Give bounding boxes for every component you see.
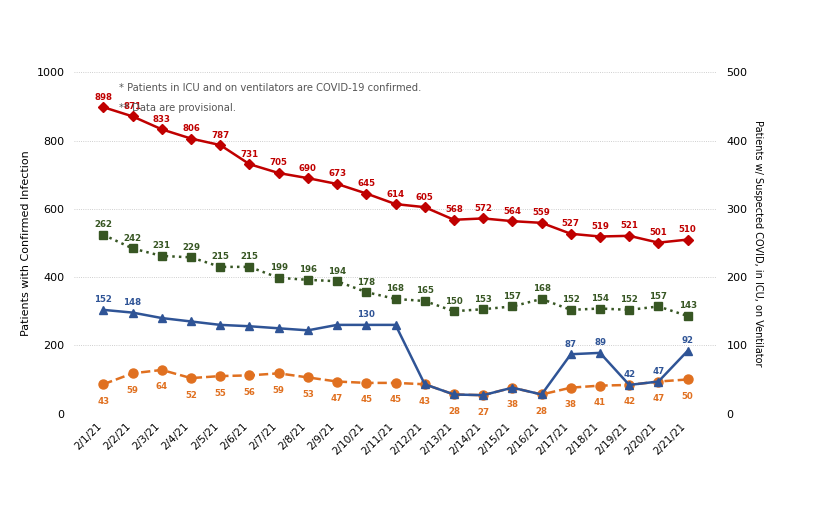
Text: 64: 64 (156, 383, 168, 391)
Text: 47: 47 (331, 394, 344, 403)
Text: 38: 38 (564, 400, 577, 409)
Text: 27: 27 (477, 408, 489, 417)
Text: 215: 215 (241, 252, 259, 261)
Text: 154: 154 (591, 294, 609, 303)
Text: 262: 262 (95, 220, 112, 229)
Text: 568: 568 (445, 205, 463, 214)
Text: 168: 168 (386, 284, 405, 293)
Text: 199: 199 (269, 263, 288, 272)
Text: 53: 53 (302, 390, 314, 399)
Y-axis label: Patients with Confirmed Infection: Patients with Confirmed Infection (21, 150, 30, 336)
Text: 559: 559 (533, 208, 550, 217)
Text: 572: 572 (474, 204, 492, 213)
Text: 690: 690 (299, 163, 316, 173)
Text: 92: 92 (681, 336, 694, 345)
Text: 157: 157 (503, 292, 522, 301)
Text: COVID-19 Hospitalizations Reported by MS Hospitals, 2/1/21-2/21/21 *,**: COVID-19 Hospitalizations Reported by MS… (8, 10, 577, 24)
Text: 152: 152 (620, 295, 638, 305)
Text: 510: 510 (679, 225, 696, 234)
Text: 215: 215 (211, 252, 229, 261)
Text: 731: 731 (241, 149, 259, 159)
Text: 41: 41 (594, 398, 606, 407)
Text: 705: 705 (269, 159, 288, 168)
Text: 42: 42 (623, 370, 635, 379)
Text: 89: 89 (594, 338, 606, 347)
Text: 143: 143 (679, 301, 697, 310)
Text: 152: 152 (95, 295, 112, 305)
Text: 178: 178 (358, 278, 376, 286)
Text: 645: 645 (358, 179, 375, 188)
Text: 168: 168 (532, 284, 550, 293)
Text: 157: 157 (649, 292, 667, 301)
Text: 59: 59 (273, 386, 284, 395)
Text: 43: 43 (419, 397, 431, 406)
Text: 56: 56 (244, 388, 255, 397)
Y-axis label: Patients w/ Suspected COVID, in ICU, on Ventilator: Patients w/ Suspected COVID, in ICU, on … (753, 120, 763, 366)
Text: 833: 833 (152, 115, 171, 124)
Text: 787: 787 (211, 130, 229, 140)
Text: 148: 148 (124, 298, 142, 307)
Text: 130: 130 (358, 310, 375, 320)
Text: 527: 527 (562, 219, 580, 228)
Text: * Patients in ICU and on ventilators are COVID-19 confirmed.: * Patients in ICU and on ventilators are… (119, 83, 422, 93)
Text: 42: 42 (623, 398, 635, 406)
Legend: Patients with Confirmed Infection, Patients with Suspected Infection, Patients i: Patients with Confirmed Infection, Patie… (23, 0, 768, 1)
Text: 28: 28 (536, 407, 548, 416)
Text: 898: 898 (95, 93, 112, 102)
Text: 38: 38 (507, 400, 518, 409)
Text: 50: 50 (681, 392, 694, 401)
Text: 45: 45 (360, 396, 372, 404)
Text: 194: 194 (328, 267, 346, 276)
Text: 52: 52 (185, 391, 197, 400)
Text: 87: 87 (564, 340, 577, 348)
Text: 242: 242 (124, 234, 142, 243)
Text: 47: 47 (653, 367, 665, 376)
Text: 45: 45 (390, 396, 401, 404)
Text: 165: 165 (416, 286, 433, 295)
Text: ** Data are provisional.: ** Data are provisional. (119, 103, 236, 113)
Text: 501: 501 (649, 228, 667, 237)
Text: 28: 28 (448, 407, 460, 416)
Text: 871: 871 (124, 102, 142, 111)
Text: 153: 153 (475, 295, 492, 303)
Text: 59: 59 (127, 386, 138, 395)
Text: 196: 196 (299, 265, 317, 275)
Text: 605: 605 (416, 193, 433, 202)
Text: 47: 47 (653, 394, 665, 403)
Text: 614: 614 (386, 190, 405, 199)
Text: 43: 43 (97, 397, 110, 406)
Text: 564: 564 (503, 207, 522, 216)
Text: 229: 229 (182, 243, 200, 252)
Text: 806: 806 (182, 124, 200, 133)
Text: 519: 519 (591, 222, 609, 231)
Text: 673: 673 (328, 170, 346, 178)
Text: 521: 521 (620, 221, 638, 230)
Text: 152: 152 (562, 295, 580, 305)
Text: 150: 150 (445, 297, 463, 306)
Text: 231: 231 (152, 241, 171, 250)
Text: 55: 55 (214, 389, 226, 398)
